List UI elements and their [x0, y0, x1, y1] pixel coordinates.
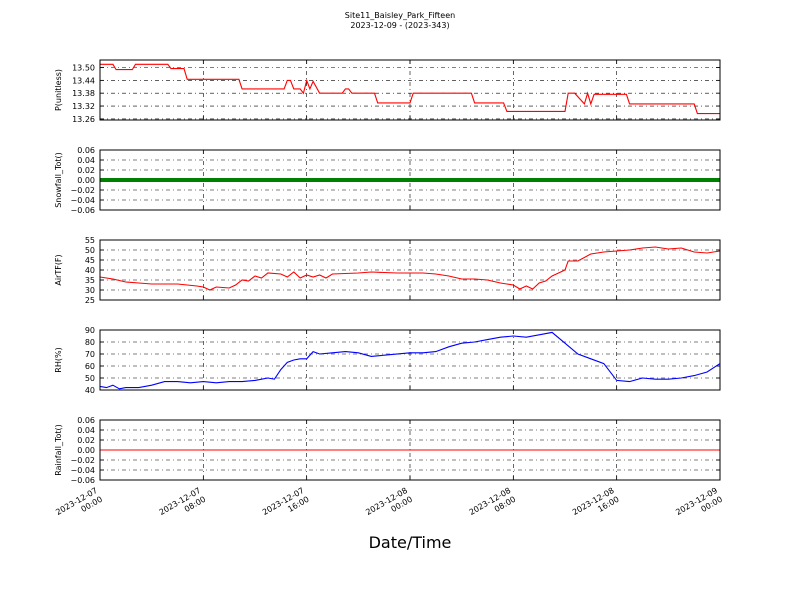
y-tick-label: 13.32 — [72, 102, 95, 111]
subplot-2: 0.060.040.020.00−0.02−0.04−0.06 Snowfall_… — [54, 146, 721, 215]
x-axis-label: Date/Time — [368, 533, 452, 552]
plot-frame — [99, 419, 721, 481]
y-tick-label: −0.04 — [70, 466, 95, 475]
y-tick-label: −0.06 — [70, 476, 95, 485]
y-tick-label: 0.02 — [77, 436, 95, 445]
y-axis-label: RH(%) — [54, 347, 63, 372]
y-tick-label: 60 — [85, 362, 95, 371]
y-tick-label: 13.38 — [72, 89, 95, 98]
y-tick-label: −0.06 — [70, 206, 95, 215]
y-tick-label: 70 — [85, 350, 95, 359]
plot-frame — [99, 329, 721, 391]
subplot-4: 90 80 70 60 50 40 RH(%) — [54, 326, 721, 395]
y-tick-label: 0.04 — [77, 426, 95, 435]
y-tick-label: 25 — [85, 296, 95, 305]
y-axis-label: Snowfall_Tot() — [54, 152, 63, 208]
y-tick-label: 35 — [85, 276, 95, 285]
y-tick-label: −0.04 — [70, 196, 95, 205]
y-tick-label: 80 — [85, 338, 95, 347]
y-tick-label: 55 — [85, 236, 95, 245]
y-tick-label: −0.02 — [70, 186, 95, 195]
y-tick-label: 90 — [85, 326, 95, 335]
y-axis-label: Rainfall_Tot() — [54, 424, 63, 476]
y-axis-label: AirTF(F) — [54, 254, 63, 285]
y-tick-label: 13.44 — [72, 76, 95, 85]
figure-subtitle: 2023-12-09 - (2023-343) — [350, 21, 450, 30]
y-tick-label: 40 — [85, 266, 95, 275]
series-line — [99, 246, 721, 291]
y-tick-label: 50 — [85, 374, 95, 383]
y-tick-label: −0.02 — [70, 456, 95, 465]
y-tick-label: 0.06 — [77, 146, 95, 155]
series-line — [99, 331, 721, 390]
y-tick-label: 0.00 — [77, 446, 95, 455]
y-tick-label: 45 — [85, 256, 95, 265]
y-tick-label: 0.06 — [77, 416, 95, 425]
plot-frame — [99, 149, 721, 211]
y-axis-label: P(unitless) — [54, 69, 63, 111]
y-tick-label: 40 — [85, 386, 95, 395]
y-tick-label: 0.02 — [77, 166, 95, 175]
y-tick-label: 0.04 — [77, 156, 95, 165]
subplot-5: 0.060.040.020.00−0.02−0.04−0.06 Rainfall_… — [54, 416, 721, 485]
y-tick-label: 0.00 — [77, 176, 95, 185]
figure-title: Site11_Baisley_Park_Fifteen — [344, 11, 456, 20]
y-tick-label: 13.50 — [72, 64, 95, 73]
plot-frame — [99, 59, 721, 121]
y-tick-label: 50 — [85, 246, 95, 255]
series-line — [100, 63, 720, 115]
y-tick-label: 30 — [85, 286, 95, 295]
y-tick-label: 13.26 — [72, 115, 95, 124]
plot-frame — [99, 239, 721, 301]
subplot-1: 13.50 13.44 13.38 13.32 13.26 P(unitless) — [54, 59, 721, 124]
